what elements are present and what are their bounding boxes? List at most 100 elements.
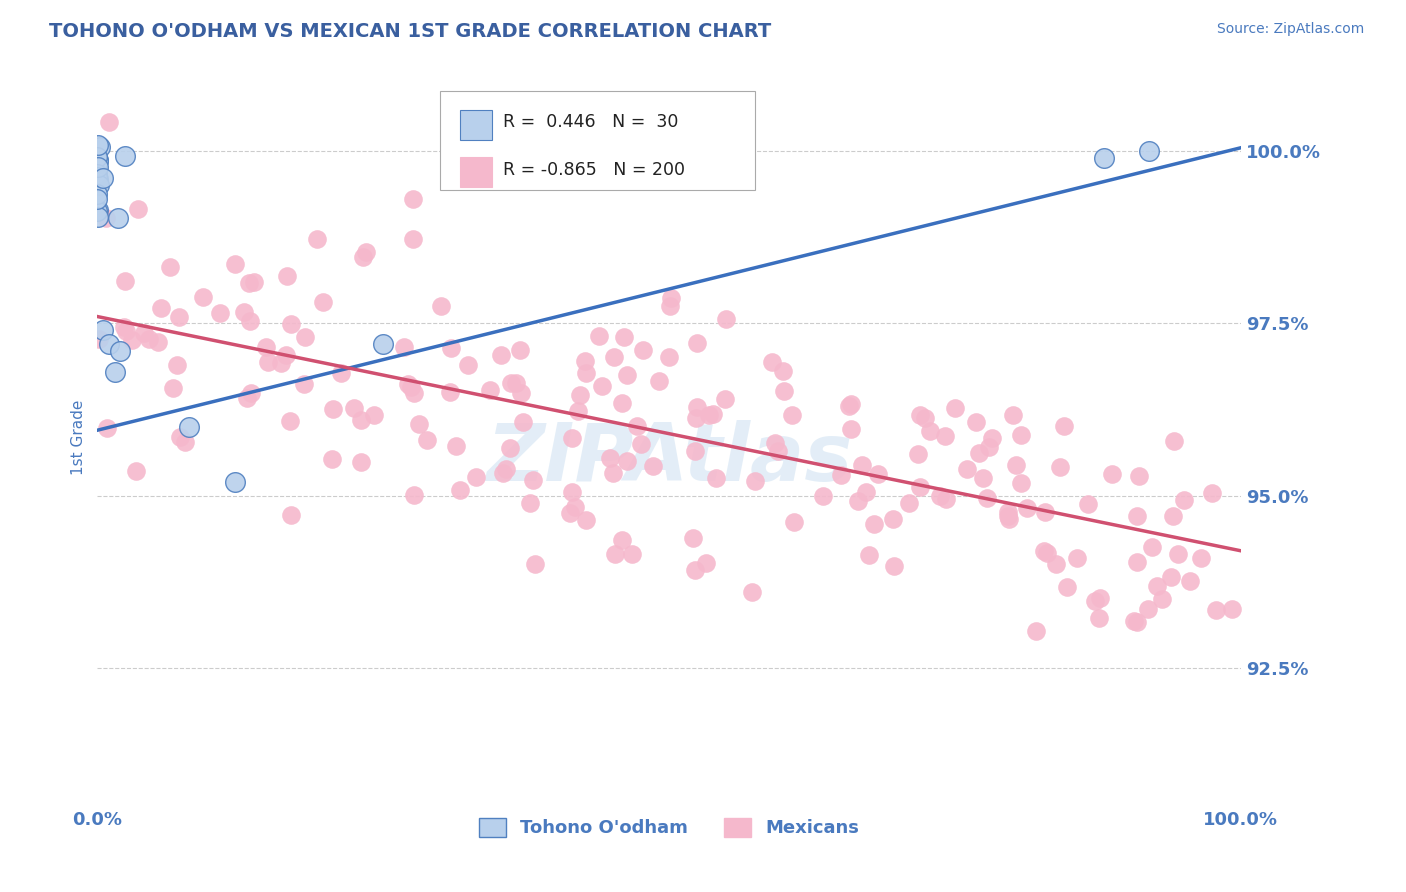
Point xyxy=(630,437,652,451)
Text: TOHONO O'ODHAM VS MEXICAN 1ST GRADE CORRELATION CHART: TOHONO O'ODHAM VS MEXICAN 1ST GRADE CORR… xyxy=(49,22,772,41)
Point xyxy=(86,161,108,175)
Point xyxy=(1010,476,1032,491)
Point xyxy=(851,458,873,473)
Point xyxy=(610,396,633,410)
Point xyxy=(907,447,929,461)
Point xyxy=(457,358,479,372)
Point xyxy=(695,556,717,570)
Point xyxy=(89,140,111,154)
Point xyxy=(240,386,263,401)
Point xyxy=(1167,547,1189,561)
Point xyxy=(897,496,920,510)
Point xyxy=(1122,615,1144,629)
Point xyxy=(278,415,301,429)
Point xyxy=(254,340,277,354)
Point xyxy=(110,343,132,358)
Point xyxy=(499,442,522,456)
Point xyxy=(929,489,952,503)
Point xyxy=(243,275,266,289)
Point xyxy=(276,269,298,284)
Point xyxy=(1173,493,1195,508)
Point xyxy=(908,408,931,422)
Point xyxy=(492,466,515,480)
Point xyxy=(702,407,724,421)
Point xyxy=(934,429,956,443)
Point xyxy=(811,489,834,503)
Point xyxy=(1205,602,1227,616)
Point xyxy=(408,417,430,431)
Point xyxy=(86,169,108,184)
Point xyxy=(945,401,967,416)
Point xyxy=(91,171,114,186)
Point xyxy=(846,494,869,508)
Point xyxy=(114,274,136,288)
Point xyxy=(1152,592,1174,607)
Point xyxy=(613,329,636,343)
Point xyxy=(605,547,627,561)
Point xyxy=(979,440,1001,454)
Point xyxy=(1010,428,1032,442)
Point xyxy=(976,491,998,505)
Point xyxy=(1126,556,1149,570)
Point xyxy=(489,348,512,362)
Point xyxy=(87,203,110,218)
Point xyxy=(519,496,541,510)
Point xyxy=(402,193,425,207)
Point xyxy=(997,511,1019,525)
Point xyxy=(173,434,195,449)
Point xyxy=(868,467,890,481)
Point xyxy=(312,294,335,309)
Point xyxy=(159,260,181,275)
Point xyxy=(87,154,110,169)
Point xyxy=(321,451,343,466)
Point xyxy=(1128,469,1150,483)
Point xyxy=(685,443,707,458)
Point xyxy=(741,585,763,599)
Point xyxy=(257,355,280,369)
Point xyxy=(1163,434,1185,449)
Point xyxy=(1178,574,1201,589)
Point xyxy=(773,384,796,398)
Point xyxy=(883,558,905,573)
Point xyxy=(685,411,707,425)
Point xyxy=(169,429,191,443)
Point xyxy=(1015,501,1038,516)
Point xyxy=(125,464,148,478)
Point xyxy=(399,380,422,394)
Point xyxy=(686,336,709,351)
Point xyxy=(479,384,502,398)
Point xyxy=(782,408,804,422)
Point xyxy=(763,436,786,450)
Point xyxy=(138,332,160,346)
Point xyxy=(567,403,589,417)
Point xyxy=(86,174,108,188)
Point xyxy=(956,461,979,475)
Point xyxy=(603,350,626,364)
Point xyxy=(352,250,374,264)
Point xyxy=(1201,485,1223,500)
Point xyxy=(564,500,586,515)
Point xyxy=(855,485,877,500)
Point xyxy=(280,317,302,331)
Point xyxy=(402,385,425,400)
Point xyxy=(91,323,114,337)
Point xyxy=(569,388,592,402)
Point xyxy=(1088,591,1111,605)
Text: R = -0.865   N = 200: R = -0.865 N = 200 xyxy=(503,161,685,178)
Point xyxy=(354,244,377,259)
Point xyxy=(839,422,862,436)
Point xyxy=(599,450,621,465)
Point xyxy=(997,508,1019,523)
Point xyxy=(446,439,468,453)
Point xyxy=(330,366,353,380)
Point xyxy=(132,326,155,341)
Point xyxy=(322,402,344,417)
Point xyxy=(224,257,246,271)
Point xyxy=(1126,509,1149,524)
Point xyxy=(659,299,682,313)
Point xyxy=(499,376,522,391)
Text: R =  0.446   N =  30: R = 0.446 N = 30 xyxy=(503,113,679,131)
Point xyxy=(236,391,259,405)
Point xyxy=(863,516,886,531)
Point xyxy=(744,474,766,488)
